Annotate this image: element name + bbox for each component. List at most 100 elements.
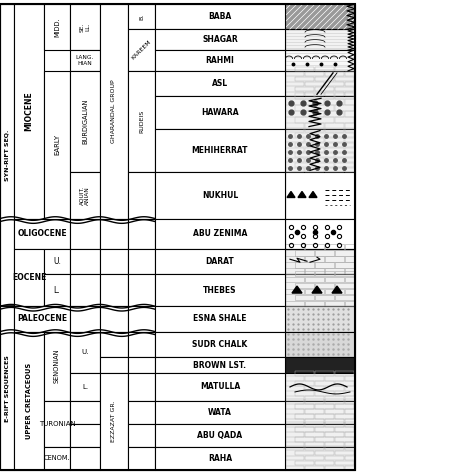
- Bar: [285, 274, 355, 306]
- Bar: [285, 71, 355, 96]
- Bar: [325, 432, 344, 437]
- Bar: [285, 447, 355, 470]
- Text: SE.
LL.: SE. LL.: [80, 22, 91, 32]
- Bar: [325, 376, 344, 381]
- Bar: [335, 143, 354, 147]
- Bar: [335, 117, 354, 123]
- Bar: [70, 219, 100, 248]
- Text: U.: U.: [82, 349, 89, 356]
- Bar: [285, 277, 304, 282]
- Bar: [325, 386, 344, 391]
- Bar: [70, 332, 100, 373]
- Bar: [285, 376, 304, 381]
- Bar: [285, 306, 355, 332]
- Bar: [44, 274, 70, 306]
- Bar: [335, 250, 354, 256]
- Bar: [335, 414, 354, 419]
- Bar: [315, 461, 334, 465]
- Bar: [325, 422, 344, 427]
- Text: KAREEM: KAREEM: [131, 39, 152, 61]
- Bar: [305, 386, 324, 391]
- Bar: [325, 277, 344, 282]
- Bar: [345, 72, 355, 76]
- Bar: [285, 456, 304, 460]
- Bar: [345, 446, 355, 450]
- Bar: [285, 111, 304, 117]
- Text: THEBES: THEBES: [203, 285, 237, 294]
- Bar: [100, 248, 128, 274]
- Text: SHAGAR: SHAGAR: [202, 35, 238, 44]
- Bar: [325, 92, 344, 96]
- Bar: [14, 4, 44, 219]
- Bar: [345, 148, 355, 153]
- Bar: [100, 4, 128, 219]
- Bar: [305, 465, 324, 470]
- Bar: [70, 4, 100, 50]
- Bar: [325, 158, 344, 163]
- Polygon shape: [312, 286, 322, 293]
- Bar: [345, 123, 355, 128]
- Bar: [325, 148, 344, 153]
- Bar: [295, 77, 314, 81]
- Bar: [285, 465, 304, 470]
- Bar: [128, 71, 155, 173]
- Bar: [305, 128, 324, 132]
- Bar: [315, 133, 334, 137]
- Bar: [345, 128, 355, 132]
- Bar: [305, 111, 324, 117]
- Bar: [155, 373, 285, 401]
- Bar: [285, 268, 304, 274]
- Bar: [325, 419, 344, 424]
- Text: NUKHUL: NUKHUL: [202, 191, 238, 200]
- Bar: [305, 376, 324, 381]
- Bar: [128, 4, 155, 29]
- Bar: [315, 77, 334, 81]
- Bar: [295, 392, 314, 396]
- Bar: [295, 143, 314, 147]
- Bar: [335, 67, 354, 71]
- Bar: [305, 82, 324, 86]
- Bar: [305, 456, 324, 460]
- Bar: [345, 99, 355, 105]
- Bar: [44, 4, 70, 50]
- Text: L.: L.: [82, 384, 88, 390]
- Bar: [305, 72, 324, 76]
- Bar: [335, 133, 354, 137]
- Bar: [345, 432, 355, 437]
- Text: SENONIAN: SENONIAN: [54, 349, 60, 383]
- Bar: [285, 128, 304, 132]
- Bar: [285, 29, 355, 50]
- Bar: [315, 117, 334, 123]
- Bar: [335, 93, 354, 99]
- Bar: [44, 71, 70, 219]
- Text: SYN-RIFT SEQ.: SYN-RIFT SEQ.: [4, 129, 9, 181]
- Bar: [305, 256, 324, 262]
- Bar: [325, 256, 344, 262]
- Text: EZZAZAT GR.: EZZAZAT GR.: [111, 401, 117, 442]
- Bar: [325, 72, 344, 76]
- Bar: [345, 289, 355, 294]
- Bar: [285, 148, 304, 153]
- Bar: [285, 301, 304, 306]
- Polygon shape: [298, 191, 306, 198]
- Bar: [295, 87, 314, 91]
- Bar: [295, 450, 314, 455]
- Bar: [345, 442, 355, 447]
- Bar: [285, 357, 355, 373]
- Bar: [70, 306, 100, 332]
- Bar: [70, 173, 100, 219]
- Bar: [155, 128, 285, 173]
- Bar: [155, 71, 285, 96]
- Text: BABA: BABA: [209, 12, 232, 21]
- Bar: [0, 4, 355, 470]
- Bar: [335, 428, 354, 432]
- Bar: [128, 357, 155, 373]
- Bar: [335, 461, 354, 465]
- Bar: [345, 301, 355, 306]
- Bar: [128, 424, 155, 447]
- Bar: [295, 117, 314, 123]
- Bar: [285, 219, 355, 248]
- Bar: [315, 263, 334, 268]
- Bar: [325, 268, 344, 274]
- Bar: [100, 274, 128, 306]
